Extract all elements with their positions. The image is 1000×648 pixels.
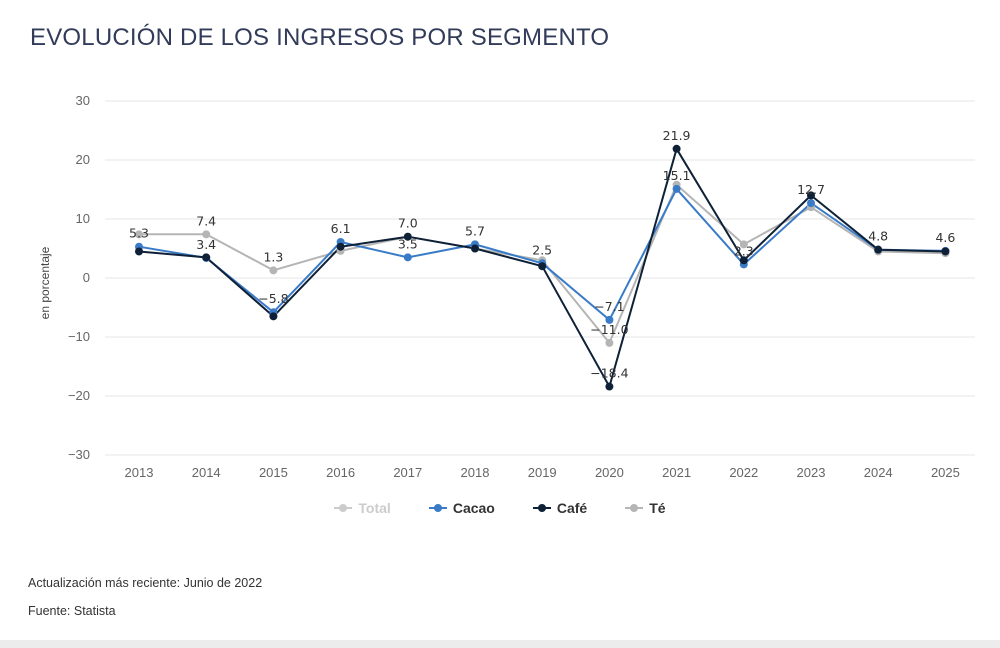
y-tick-label: −30 [68,447,90,462]
point-cafe[interactable] [941,247,950,256]
data-label: 3.5 [398,236,418,251]
data-label: 12.7 [797,182,825,197]
point-cafe[interactable] [672,144,681,153]
point-te[interactable] [269,266,278,275]
data-label: 2.5 [532,242,552,257]
grid [105,100,975,456]
data-label: 5.3 [129,226,149,241]
point-cafe[interactable] [874,245,883,254]
point-cafe[interactable] [336,242,345,251]
point-cafe[interactable] [202,253,211,262]
point-cafe[interactable] [739,256,748,265]
point-cafe[interactable] [471,244,479,253]
legend-item-cacao[interactable]: Cacao [428,500,495,516]
point-te[interactable] [605,338,614,347]
point-cafe[interactable] [538,262,547,271]
point-cacao[interactable] [605,315,614,324]
legend-label: Total [358,500,391,516]
data-label: 3.4 [196,237,216,252]
legend-marker-icon [428,503,447,513]
x-tick-label: 2020 [595,465,624,480]
data-label: −7.1 [594,299,624,314]
x-tick-label: 2013 [125,465,154,480]
point-te[interactable] [739,240,748,249]
legend-marker-icon [532,503,551,513]
data-label: 15.1 [663,168,691,183]
data-label: 7.0 [398,216,418,231]
data-label: 1.3 [263,249,283,264]
x-tick-label: 2019 [528,465,557,480]
x-tick-label: 2024 [864,465,893,480]
x-tick-label: 2017 [393,465,422,480]
point-cafe[interactable] [269,312,278,321]
point-cafe[interactable] [403,232,412,241]
x-tick-label: 2016 [326,465,355,480]
data-label: −18.4 [590,366,628,381]
data-label: 4.8 [868,229,888,244]
data-labels: 5.3 7.4 3.4 1.3 −5.8 6.1 7.0 3.5 5.7 2.5 −7.1 −11.0… [129,128,955,381]
data-label: 4.6 [935,230,955,245]
y-tick-label: 30 [76,93,90,108]
legend-marker-icon [334,503,353,513]
x-tick-label: 2021 [662,465,691,480]
legend-item-total[interactable]: Total [334,500,391,516]
data-label: 2.3 [734,243,754,258]
data-label: 21.9 [663,128,691,143]
update-note: Actualización más reciente: Junio de 202… [28,576,263,590]
point-cacao[interactable] [403,253,412,262]
x-tick-label: 2015 [259,465,288,480]
data-label: −5.8 [258,291,288,306]
point-cafe[interactable] [605,382,614,391]
y-tick-label: −20 [68,388,90,403]
data-label: 5.7 [465,223,485,238]
x-axis-ticks: 2013 2014 2015 2016 2017 2018 2019 2020 2021 2022… [125,465,960,480]
point-te[interactable] [202,230,211,239]
point-cacao[interactable] [672,184,681,193]
legend-label: Té [649,500,666,516]
legend-label: Cacao [452,500,495,516]
point-cacao[interactable] [807,199,815,208]
point-cafe[interactable] [135,247,143,256]
data-label: 6.1 [331,221,351,236]
point-cafe[interactable] [807,191,815,200]
y-axis-ticks: 30 20 10 0 −10 −20 −30 [68,93,90,462]
y-tick-label: −10 [68,329,90,344]
x-tick-label: 2025 [931,465,960,480]
legend-item-te[interactable]: Té [625,500,666,516]
x-tick-label: 2023 [797,465,826,480]
y-tick-label: 20 [76,152,90,167]
chart-title: EVOLUCIÓN DE LOS INGRESOS POR SEGMENTO [30,24,610,51]
legend-marker-icon [625,503,644,513]
y-tick-label: 0 [83,270,90,285]
y-tick-label: 10 [76,211,90,226]
bottom-scroll-edge [0,640,1000,648]
legend-label: Café [556,500,588,516]
x-tick-label: 2018 [461,465,490,480]
point-te[interactable] [135,230,143,239]
chart-legend: Total Cacao Café Té [0,500,1000,516]
y-axis-label: en porcentaje [38,246,52,319]
series-points [135,144,950,391]
x-tick-label: 2022 [729,465,758,480]
data-label: 7.4 [196,213,216,228]
data-label: −11.0 [590,322,628,337]
legend-item-cafe[interactable]: Café [532,500,588,516]
x-tick-label: 2014 [192,465,221,480]
source-note: Fuente: Statista [28,604,116,618]
